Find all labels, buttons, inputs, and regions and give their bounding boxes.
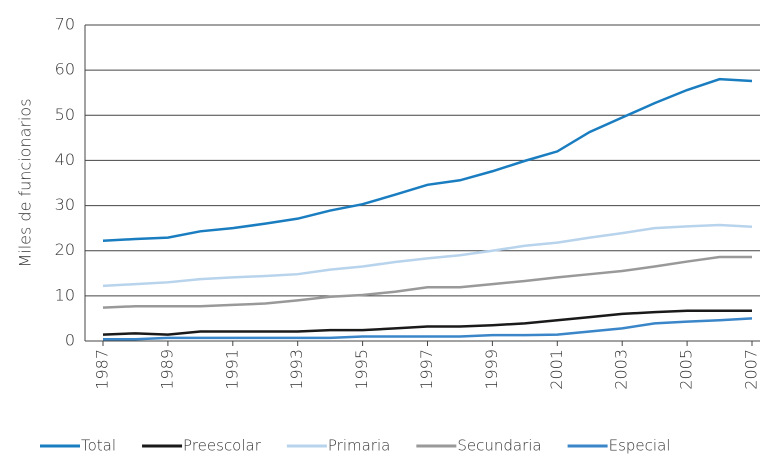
legend-label: Preescolar [183, 437, 262, 455]
x-tick-label: 1993 [287, 349, 306, 390]
y-tick-label: 40 [55, 150, 75, 169]
y-tick-label: 20 [55, 240, 75, 259]
series-line [102, 309, 752, 336]
legend-label: Primaria [328, 437, 390, 455]
x-tick-label: 1999 [482, 349, 501, 390]
legend-label: Especial [609, 437, 671, 455]
y-tick-label: 30 [55, 195, 75, 214]
x-tick-label: 1989 [157, 349, 176, 390]
y-tick-label: 70 [55, 15, 75, 34]
x-tick-label: 2007 [742, 349, 761, 390]
legend-label: Secundaria [457, 437, 541, 455]
x-tick-label: 2001 [547, 349, 566, 390]
series-line [102, 255, 752, 309]
y-tick-label: 50 [55, 105, 75, 124]
y-tick-label: 0 [65, 331, 75, 350]
x-tick-label: 1995 [352, 349, 371, 390]
series-line [102, 223, 753, 288]
y-tick-label: 60 [55, 60, 75, 79]
series-line [102, 77, 753, 243]
x-tick-label: 1991 [222, 349, 241, 390]
x-tick-label: 2003 [612, 349, 631, 390]
y-tick-label: 10 [55, 285, 75, 304]
y-axis-label: Miles de funcionarios [16, 98, 35, 267]
x-tick-label: 2005 [677, 349, 696, 390]
x-tick-label: 1987 [93, 349, 112, 390]
series-line [103, 317, 753, 341]
x-tick-label: 1997 [417, 349, 436, 390]
legend-label: Total [81, 437, 116, 455]
